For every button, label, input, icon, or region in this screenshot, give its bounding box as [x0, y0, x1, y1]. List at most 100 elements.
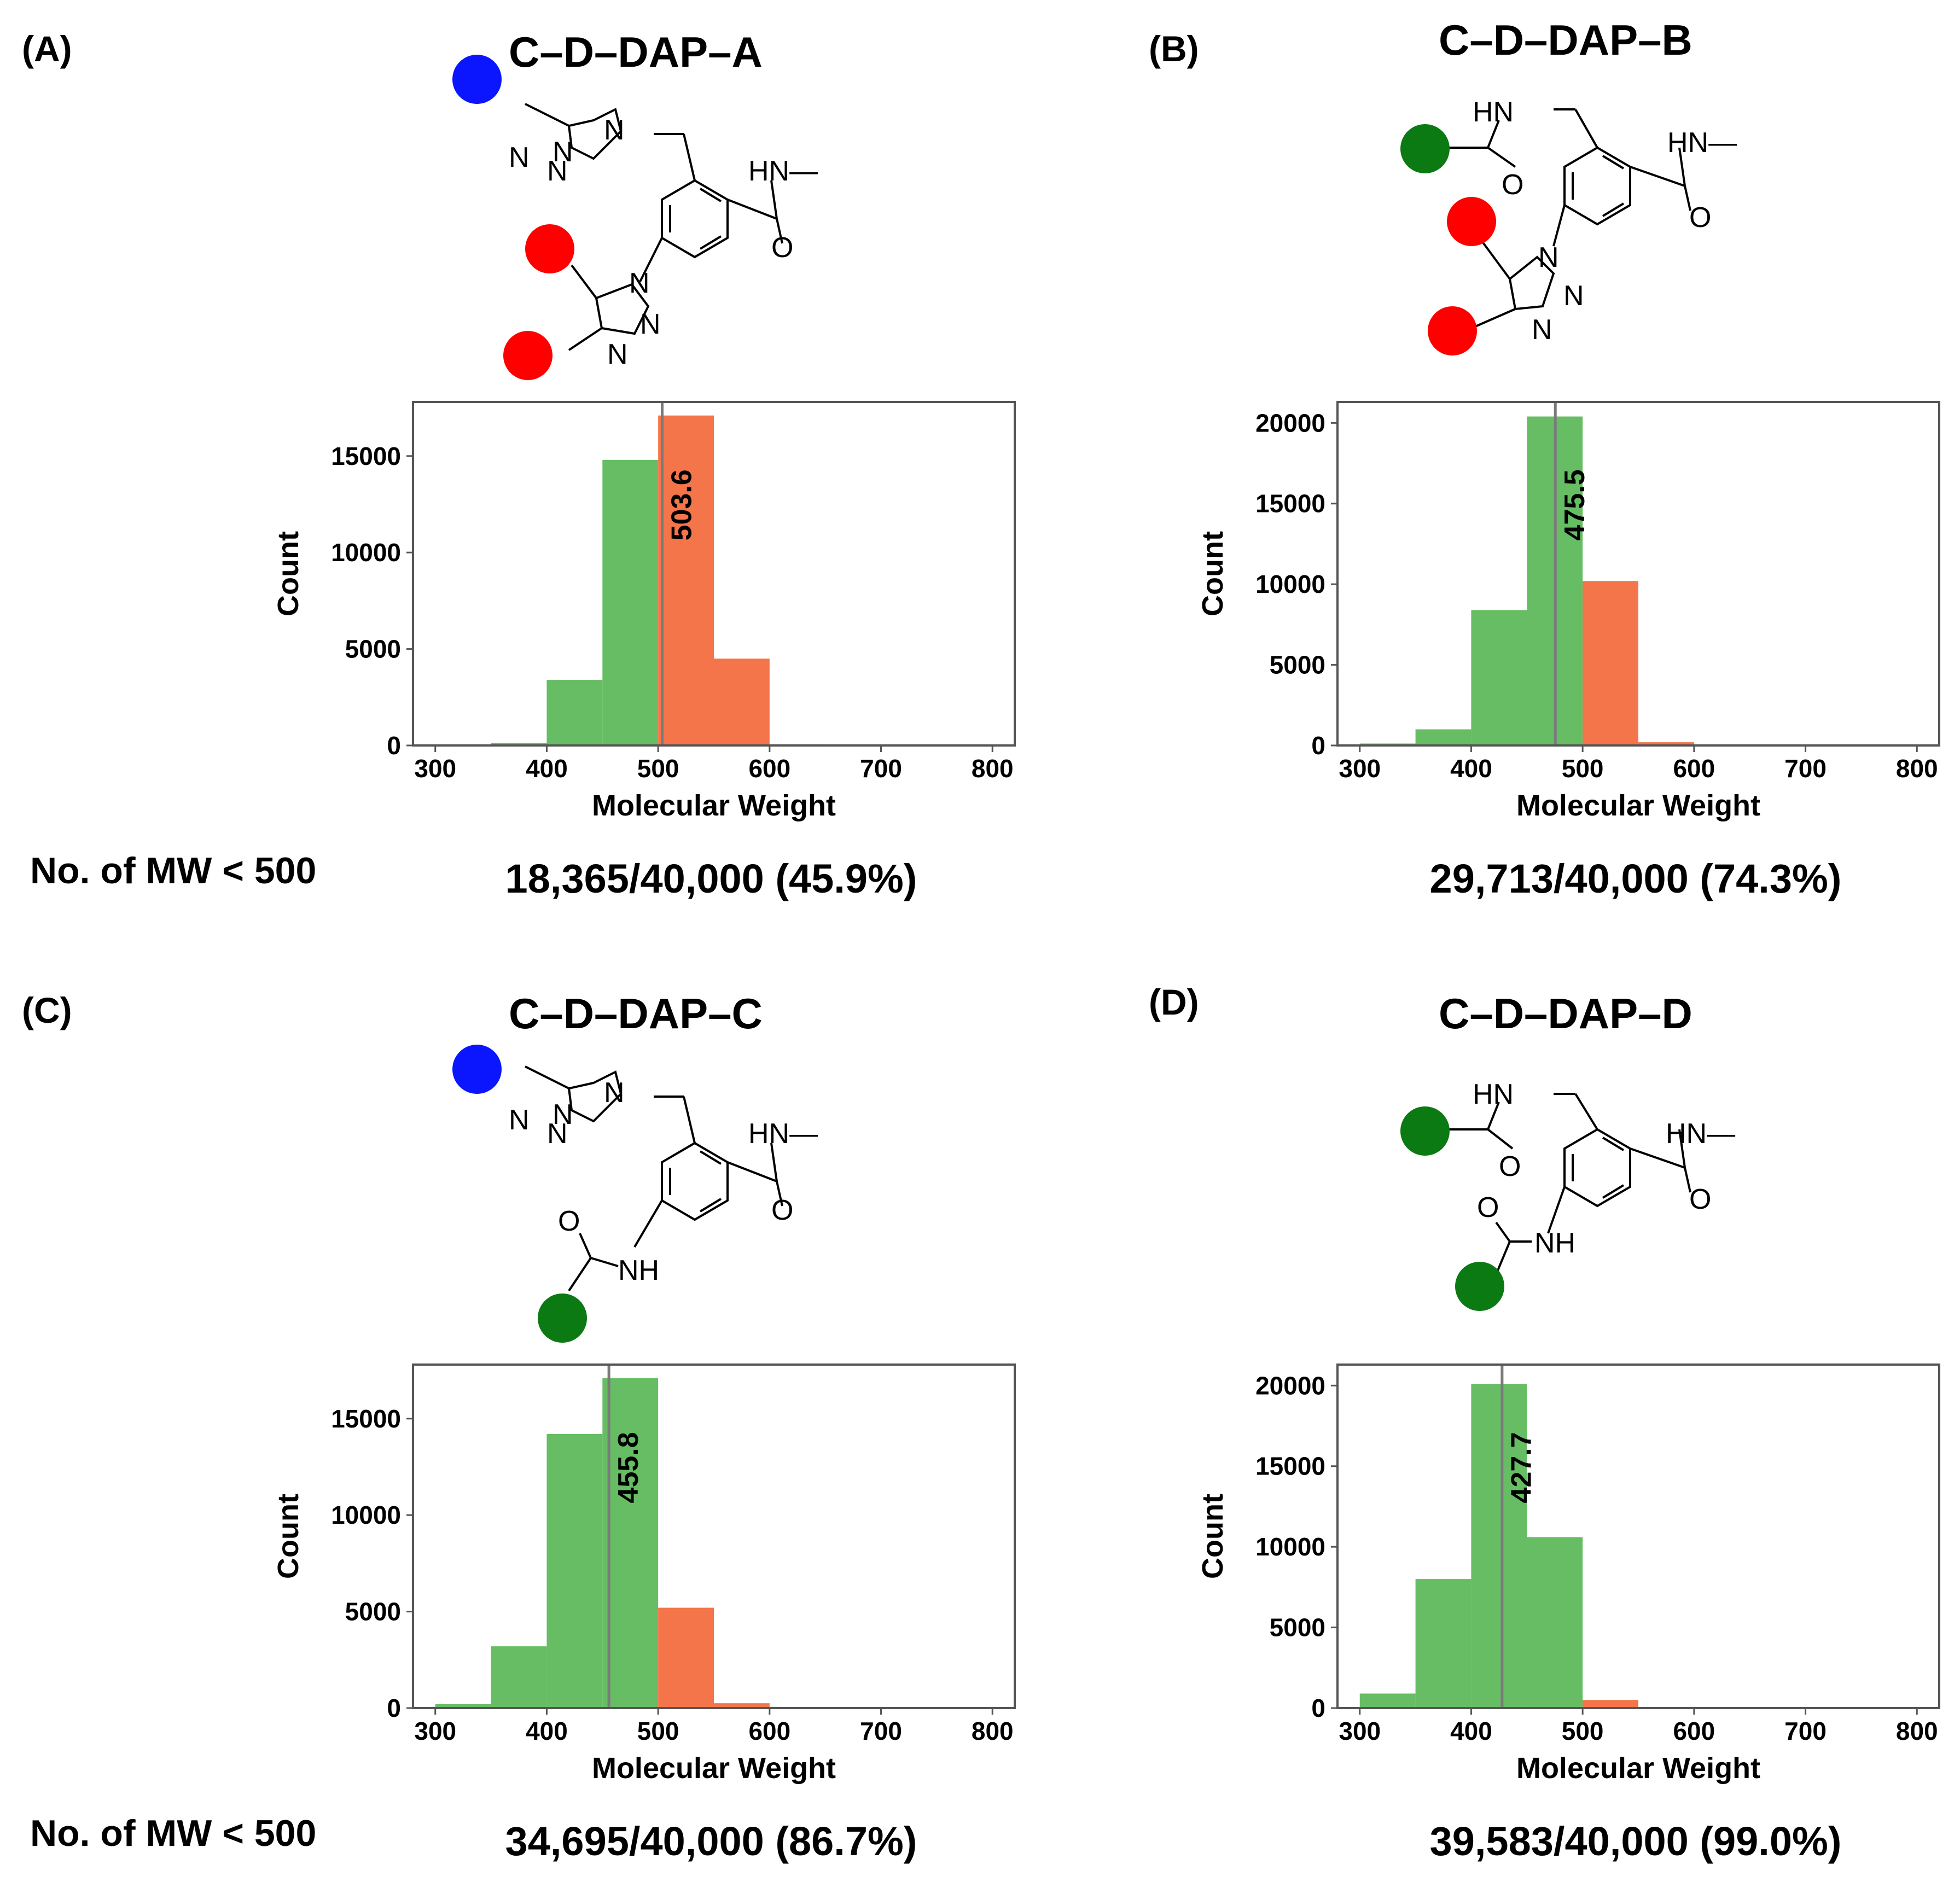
- red-r-group-icon: [1447, 197, 1496, 246]
- median-label: 427.7: [1506, 1432, 1538, 1503]
- x-axis-label: Molecular Weight: [1516, 789, 1760, 822]
- histogram-bar: [714, 659, 770, 745]
- x-tick-label: 700: [860, 1717, 902, 1745]
- histogram-bar: [546, 1434, 603, 1708]
- atom-label: HN: [1473, 1079, 1514, 1110]
- x-tick-label: 800: [972, 754, 1014, 783]
- red-r-group-icon: [503, 331, 552, 380]
- atom-label: N: [640, 308, 661, 340]
- x-tick-label: 600: [748, 754, 790, 783]
- chemical-atoms: N N N N HN— O N N N: [509, 114, 818, 370]
- y-axis-label: Count: [1196, 1494, 1229, 1579]
- atom-label: O: [1689, 1184, 1711, 1215]
- green-r-group-icon: [538, 1293, 587, 1343]
- x-tick-label: 300: [414, 754, 456, 783]
- plot-frame: [1336, 401, 1940, 747]
- y-tick-label: 5000: [345, 635, 401, 663]
- x-tick-label: 800: [1896, 754, 1938, 783]
- y-tick-label: 15000: [331, 1405, 401, 1433]
- atom-label: N: [604, 1077, 625, 1109]
- mw-summary: 29,713/40,000 (74.3%): [1430, 856, 1842, 901]
- x-tick-label: 400: [1450, 1717, 1492, 1745]
- atom-label: N: [1532, 314, 1552, 346]
- atom-label: N: [552, 1099, 573, 1131]
- y-tick-label: 20000: [1255, 1371, 1325, 1400]
- x-tick-label: 500: [637, 754, 679, 783]
- x-tick-label: 600: [748, 1717, 790, 1745]
- median-label: 475.5: [1559, 469, 1591, 540]
- atom-label: N: [509, 1104, 530, 1136]
- chemical-structure: [525, 1065, 783, 1292]
- chemical-atoms: HN O HN— O O NH: [1473, 1079, 1735, 1259]
- histogram-bar: [1471, 610, 1527, 745]
- chemical-atoms: HN O HN— O N N N: [1473, 96, 1737, 346]
- plot-frame: [412, 401, 1016, 747]
- panel-title: C–D–DAP–D: [1439, 989, 1693, 1038]
- atom-label: N: [547, 1118, 568, 1150]
- row-label: No. of MW < 500: [30, 850, 316, 891]
- histogram-d: 427.7 300 400 500 600 700 800 0 5000 10000 15000 20…: [1196, 1363, 1940, 1785]
- histogram-a: 503.6 300 400 500 600 700 800 0 5000 10000 15000 Mo…: [272, 401, 1016, 822]
- atom-label: N: [607, 339, 628, 370]
- panel-c: (C) C–D–DAP–C N N N N HN— O O: [22, 989, 1016, 1864]
- x-tick-label: 300: [1339, 754, 1381, 783]
- atom-label: N: [547, 155, 568, 187]
- atom-label: O: [771, 1194, 793, 1226]
- x-axis-label: Molecular Weight: [592, 1752, 836, 1785]
- histogram-bar: [1638, 742, 1694, 745]
- atom-label: HN: [1473, 96, 1514, 128]
- y-axis-label: Count: [272, 1494, 305, 1579]
- x-axis-label: Molecular Weight: [1516, 1752, 1760, 1785]
- y-axis-label: Count: [1196, 531, 1229, 616]
- plot-frame: [412, 1363, 1016, 1709]
- histogram-bar: [1471, 1384, 1527, 1708]
- y-tick-label: 10000: [1255, 1532, 1325, 1561]
- blue-r-group-icon: [452, 1045, 502, 1094]
- x-tick-label: 600: [1673, 1717, 1715, 1745]
- mw-summary: 39,583/40,000 (99.0%): [1430, 1819, 1842, 1864]
- atom-label: NH: [618, 1255, 659, 1286]
- green-r-group-icon: [1400, 124, 1450, 173]
- red-r-group-icon: [525, 224, 574, 273]
- x-axis-label: Molecular Weight: [592, 789, 836, 822]
- chemical-structure: [1447, 1093, 1691, 1275]
- atom-label: HN—: [1666, 1118, 1735, 1150]
- green-r-group-icon: [1400, 1106, 1450, 1156]
- y-tick-label: 10000: [331, 538, 401, 567]
- x-tick-label: 400: [526, 1717, 568, 1745]
- chemical-structure: [525, 103, 783, 351]
- y-tick-label: 0: [387, 1694, 401, 1722]
- histogram-bar: [1527, 1537, 1583, 1708]
- x-tick-label: 800: [972, 1717, 1014, 1745]
- histogram-bar: [1583, 1700, 1638, 1708]
- histogram-bar: [658, 415, 714, 745]
- histogram-c: 455.8 300 400 500 600 700 800 0 5000 10000 15000 Mo…: [272, 1363, 1016, 1785]
- panel-title: C–D–DAP–C: [509, 989, 763, 1038]
- x-tick-label: 400: [1450, 754, 1492, 783]
- y-tick-label: 15000: [1255, 490, 1325, 518]
- histogram-bar: [1415, 729, 1472, 745]
- atom-label: O: [771, 232, 793, 264]
- x-tick-label: 700: [860, 754, 902, 783]
- atom-label: HN—: [748, 155, 818, 187]
- atom-label: N: [509, 142, 530, 173]
- x-tick-label: 500: [1562, 754, 1604, 783]
- panel-label: (D): [1149, 982, 1199, 1022]
- histogram-bar: [491, 743, 547, 745]
- panel-label: (A): [22, 28, 72, 69]
- atom-label: O: [558, 1205, 580, 1237]
- y-tick-label: 0: [1311, 731, 1325, 760]
- histogram-bar: [1583, 581, 1638, 745]
- histogram-bar: [602, 459, 659, 745]
- panel-label: (B): [1149, 28, 1199, 69]
- y-axis-label: Count: [272, 531, 305, 616]
- panel-label: (C): [22, 990, 72, 1030]
- atom-label: HN—: [748, 1118, 818, 1150]
- median-label: 455.8: [613, 1432, 644, 1503]
- atom-label: O: [1477, 1192, 1499, 1223]
- y-tick-label: 10000: [1255, 570, 1325, 598]
- panel-a: (A) C–D–DAP–A N N N: [22, 28, 1016, 901]
- atom-label: N: [604, 114, 625, 146]
- histogram-bar: [1359, 1693, 1416, 1708]
